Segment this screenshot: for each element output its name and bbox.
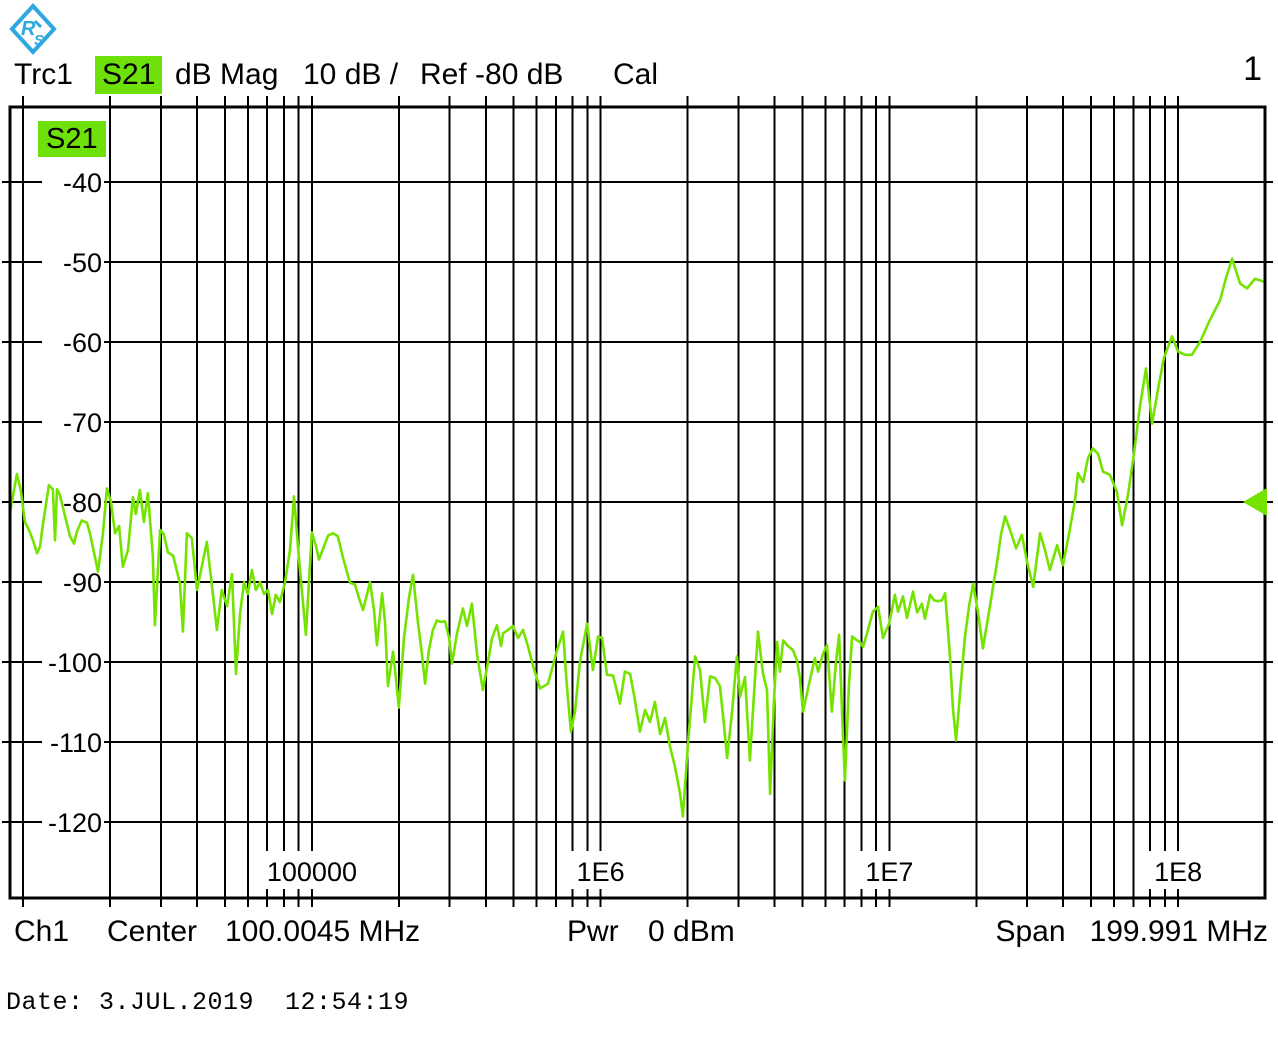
- y-axis-tick-label: -40: [63, 168, 102, 198]
- svg-text:S: S: [34, 32, 44, 49]
- y-axis-tick-label: -110: [50, 728, 102, 758]
- ref-level-marker[interactable]: [1243, 488, 1267, 516]
- center-label: Center: [107, 915, 198, 948]
- format-label[interactable]: dB Mag: [175, 58, 279, 91]
- measurement-badge[interactable]: S21: [95, 56, 163, 94]
- channel-label: Ch1: [14, 915, 70, 948]
- ref-level-label[interactable]: Ref -80 dB: [420, 58, 564, 91]
- y-axis-tick-label: -90: [63, 568, 102, 598]
- trace-s21: [8, 257, 1267, 818]
- center-value[interactable]: 100.0045 MHz: [225, 915, 421, 948]
- power-label: Pwr: [567, 915, 619, 948]
- cal-status-label: Cal: [613, 58, 659, 91]
- s21-badge[interactable]: S21: [38, 121, 106, 157]
- y-axis-tick-label: -120: [48, 808, 102, 838]
- trace-name-label: Trc1: [14, 58, 73, 91]
- rs-logo-icon: R S: [9, 3, 57, 55]
- x-axis-tick-label: 100000: [267, 857, 357, 887]
- y-axis-tick-label: -50: [63, 248, 102, 278]
- x-axis-tick-label: 1E7: [865, 857, 913, 887]
- svg-text:R: R: [21, 18, 36, 40]
- window-number: 1: [1243, 50, 1262, 88]
- scale-per-div-label[interactable]: 10 dB /: [303, 58, 399, 91]
- y-axis-tick-label: -100: [48, 648, 102, 678]
- y-axis-tick-label: -70: [63, 408, 102, 438]
- date-time-line: Date: 3.JUL.2019 12:54:19: [6, 988, 410, 1017]
- power-value[interactable]: 0 dBm: [648, 915, 735, 948]
- span-value[interactable]: 199.991 MHz: [1089, 915, 1268, 948]
- x-axis-tick-label: 1E6: [577, 857, 625, 887]
- y-axis-tick-label: -80: [63, 488, 102, 518]
- x-axis-tick-label: 1E8: [1154, 857, 1202, 887]
- span-label: Span: [995, 915, 1066, 948]
- y-axis-tick-label: -60: [63, 328, 102, 358]
